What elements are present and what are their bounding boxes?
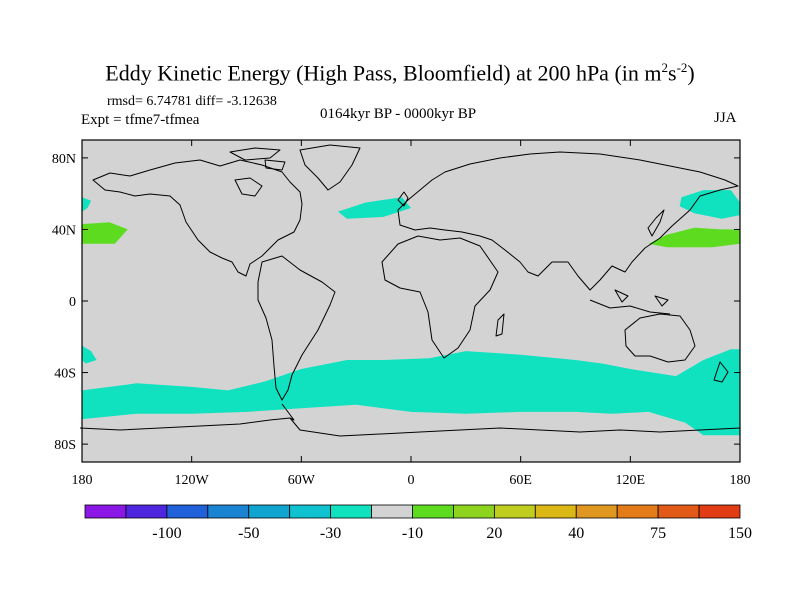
colorbar-box: [493, 504, 536, 519]
colorbar-box: [412, 504, 454, 519]
coastline-greenland: [299, 144, 361, 191]
lat-tick-label: 40N: [52, 223, 76, 238]
coastline-hudson-bay: [234, 177, 263, 197]
south-pacific-small-negative: [82, 345, 97, 364]
coastline-australia: [624, 313, 696, 363]
colorbar: -100 -50 -30 -10 20 40 75 150: [84, 504, 752, 542]
colorbar-box: [125, 504, 168, 519]
colorbar-label: -30: [320, 525, 341, 542]
lon-tick-label: 60W: [288, 473, 316, 488]
season-label: JJA: [714, 110, 737, 126]
coastline-japan: [647, 209, 665, 237]
colorbar-box: [84, 504, 127, 519]
coastline-new-zealand: [713, 361, 729, 383]
colorbar-box: [453, 504, 495, 519]
colorbar-label: 20: [486, 525, 502, 542]
colorbar-box: [371, 504, 413, 519]
coastline-arctic-islands: [229, 147, 286, 171]
colorbar-box: [330, 504, 372, 519]
colorbar-box: [248, 504, 291, 519]
lat-tick-label: 0: [69, 295, 76, 310]
map-axes: 180 120W 60W 0 60E 120E 180 80N 40N 0 40S 80S: [52, 140, 751, 488]
coastline-africa: [381, 235, 499, 359]
north-pacific-negative: [679, 190, 740, 219]
coastlines: [79, 144, 741, 437]
colorbar-box: [575, 504, 618, 519]
lon-tick-label: 0: [408, 473, 415, 488]
colorbar-box: [698, 504, 741, 519]
southern-ocean-band-negative: [82, 349, 740, 436]
lon-tick-label: 180: [72, 473, 93, 488]
coastline-indonesia: [589, 289, 671, 315]
colorbar-label: -50: [238, 525, 259, 542]
lon-tick-label: 180: [730, 473, 751, 488]
experiment-label: Expt = tfme7-tfmea: [81, 112, 200, 128]
lat-tick-label: 80S: [54, 438, 76, 453]
colorbar-label: 150: [728, 525, 752, 542]
colorbar-label: 40: [568, 525, 584, 542]
lon-tick-label: 120E: [616, 473, 646, 488]
north-pacific-east-positive: [82, 222, 128, 244]
coastline-antarctic-peninsula: [281, 403, 295, 421]
coastline-north-america: [92, 159, 303, 277]
colorbar-box: [166, 504, 209, 519]
colorbar-box: [657, 504, 700, 519]
coastline-eurasia: [397, 151, 739, 291]
colorbar-box: [289, 504, 332, 519]
lon-tick-label: 120W: [175, 473, 210, 488]
colorbar-label: -10: [402, 525, 423, 542]
north-pacific-west-positive: [648, 227, 740, 248]
colorbar-label: 75: [650, 525, 666, 542]
colorbar-box: [207, 504, 250, 519]
north-atlantic-negative: [337, 197, 411, 219]
colorbar-box: [534, 504, 577, 519]
rmsd-diff-stats: rmsd= 6.74781 diff= -3.12638: [107, 94, 277, 109]
lat-tick-label: 80N: [52, 152, 76, 167]
coastline-south-america: [257, 255, 336, 401]
north-pacific-west-edge-negative: [82, 197, 92, 212]
coastline-antarctica: [79, 417, 741, 437]
plot-title: Eddy Kinetic Energy (High Pass, Bloomfie…: [105, 60, 695, 86]
coastline-madagascar: [495, 313, 505, 337]
colorbar-label: -100: [152, 525, 181, 542]
colorbar-box: [616, 504, 659, 519]
coastline-british-isles: [397, 191, 409, 207]
map-plot-area: [82, 140, 740, 462]
lon-tick-label: 60E: [509, 473, 532, 488]
lat-tick-label: 40S: [54, 367, 76, 382]
period-label: 0164kyr BP - 0000kyr BP: [320, 106, 477, 122]
